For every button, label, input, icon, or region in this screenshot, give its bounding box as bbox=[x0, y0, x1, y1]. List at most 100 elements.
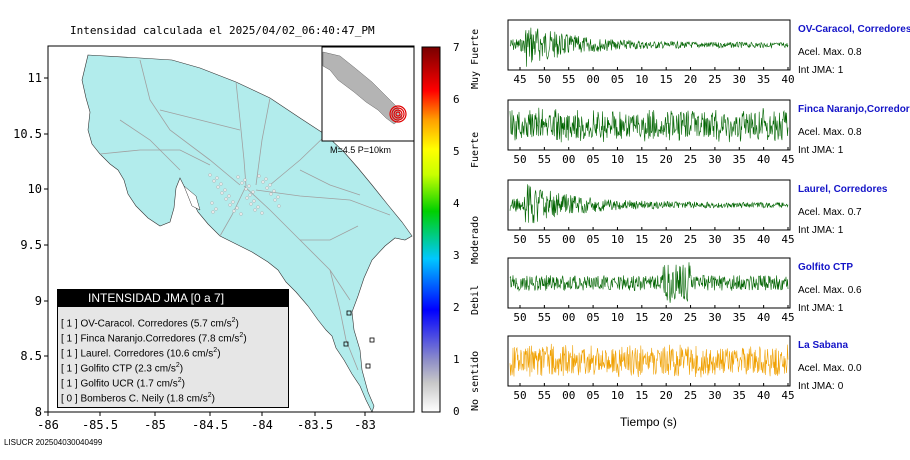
trace-tick-label: 00 bbox=[562, 389, 575, 402]
trace-tick-label: 50 bbox=[538, 73, 551, 86]
seismogram-panel: 50 55 00 05 10 15 20 25 30 35 40 45 bbox=[507, 257, 795, 324]
station-intensity: Int JMA: 1 bbox=[798, 225, 844, 236]
trace-tick-label: 50 bbox=[513, 233, 526, 246]
city-marker bbox=[223, 188, 227, 192]
waveform bbox=[509, 343, 789, 378]
city-marker bbox=[251, 190, 255, 194]
trace-tick-label: 00 bbox=[562, 153, 575, 166]
epicenter-ring bbox=[393, 109, 403, 119]
map-frame bbox=[47, 45, 415, 413]
gulf-water bbox=[183, 185, 201, 211]
colorbar-group-label: Fuerte bbox=[470, 132, 481, 169]
city-marker bbox=[276, 195, 280, 199]
trace-tick-label: 05 bbox=[611, 73, 624, 86]
legend-station: Finca Naranjo.Corredores bbox=[80, 333, 199, 345]
colorbar-group-label: No sentido bbox=[470, 350, 481, 411]
road-line bbox=[300, 225, 359, 241]
trace-tick-label: 20 bbox=[660, 311, 673, 324]
legend-item: [ 0 ] Bomberos C. Neily (1.8 cm/s2) bbox=[61, 392, 215, 405]
trace-tick-label: 40 bbox=[781, 73, 794, 86]
trace-tick-label: 10 bbox=[635, 73, 648, 86]
city-marker bbox=[245, 196, 249, 200]
city-marker bbox=[256, 205, 260, 209]
legend-item: [ 1 ] OV-Caracol. Corredores (5.7 cm/s2) bbox=[61, 317, 239, 330]
city-marker bbox=[240, 181, 244, 185]
trace-tick-label: 50 bbox=[513, 389, 526, 402]
trace-tick-label: 25 bbox=[684, 389, 697, 402]
legend-accel: (1.7 cm/s bbox=[136, 378, 178, 390]
trace-tick-label: 30 bbox=[708, 311, 721, 324]
footer-id: LISUCR 202504030040499 bbox=[4, 438, 103, 447]
trace-tick-label: 30 bbox=[708, 153, 721, 166]
city-marker bbox=[215, 176, 219, 180]
trace-tick-label: 35 bbox=[757, 73, 770, 86]
city-marker bbox=[210, 201, 214, 205]
trace-tick-label: 10 bbox=[611, 311, 624, 324]
station-accel: Acel. Max. 0.8 bbox=[798, 47, 862, 58]
station-accel: Acel. Max. 0.8 bbox=[798, 127, 862, 138]
trace-tick-label: 05 bbox=[586, 311, 599, 324]
trace-tick-label: 55 bbox=[538, 311, 551, 324]
seismogram-panel: 50 55 00 05 10 15 20 25 30 35 40 45 bbox=[507, 179, 795, 246]
station-accel: Acel. Max. 0.7 bbox=[798, 207, 862, 218]
legend-accel: (10.6 cm/s bbox=[166, 348, 214, 360]
city-marker bbox=[261, 180, 265, 184]
seismogram-panel: 50 55 00 05 10 15 20 25 30 35 40 45 bbox=[507, 99, 795, 166]
trace-tick-label: 00 bbox=[562, 311, 575, 324]
colorbar-group-label: Debil bbox=[470, 285, 481, 316]
trace-tick-label: 30 bbox=[708, 233, 721, 246]
station-intensity: Int JMA: 0 bbox=[798, 381, 844, 392]
y-tick-label: 8.5 bbox=[20, 349, 42, 363]
trace-tick-label: 25 bbox=[684, 311, 697, 324]
trace-tick-label: 45 bbox=[781, 389, 794, 402]
trace-tick-label: 00 bbox=[586, 73, 599, 86]
trace-tick-label: 35 bbox=[733, 389, 746, 402]
legend-title: INTENSIDAD JMA [0 a 7] bbox=[58, 290, 288, 307]
city-marker bbox=[208, 173, 212, 177]
city-marker bbox=[257, 174, 261, 178]
waveform bbox=[509, 27, 789, 67]
trace-tick-label: 05 bbox=[586, 389, 599, 402]
trace-tick-label: 45 bbox=[781, 311, 794, 324]
station-name: Golfito CTP bbox=[798, 262, 853, 273]
city-marker bbox=[252, 199, 256, 203]
trace-tick-label: 30 bbox=[708, 389, 721, 402]
seismogram-panel: 45 50 55 00 05 10 15 20 25 30 35 40 bbox=[507, 19, 795, 86]
trace-tick-label: 55 bbox=[538, 153, 551, 166]
trace-tick-label: 40 bbox=[757, 153, 770, 166]
city-marker bbox=[239, 212, 243, 216]
city-marker bbox=[272, 189, 276, 193]
road-line bbox=[329, 269, 359, 371]
city-marker bbox=[220, 191, 224, 195]
city-marker bbox=[265, 186, 269, 190]
trace-tick-label: 15 bbox=[660, 73, 673, 86]
city-marker bbox=[244, 187, 248, 191]
trace-tick-label: 40 bbox=[757, 389, 770, 402]
city-marker bbox=[214, 207, 218, 211]
station-intensity: Int JMA: 1 bbox=[798, 65, 844, 76]
epicenter-ring bbox=[395, 111, 401, 117]
country-land bbox=[81, 54, 413, 413]
city-marker bbox=[219, 182, 223, 186]
legend-accel: (1.8 cm/s bbox=[166, 393, 208, 405]
inset-label: M=4.5 P=10km bbox=[330, 145, 392, 155]
y-tick-label: 10 bbox=[28, 182, 42, 196]
y-tick-label: 10.5 bbox=[13, 127, 42, 141]
trace-tick-label: 15 bbox=[635, 389, 648, 402]
city-marker bbox=[224, 197, 228, 201]
intensity-legend: INTENSIDAD JMA [0 a 7] [ 1 ] OV-Caracol.… bbox=[57, 289, 289, 408]
legend-station: Golfito CTP bbox=[80, 363, 135, 375]
color-bar bbox=[421, 46, 441, 413]
map-title: Intensidad calculada el 2025/04/02_06:40… bbox=[70, 24, 375, 37]
road-line bbox=[219, 185, 247, 237]
trace-tick-label: 20 bbox=[660, 153, 673, 166]
legend-level: [ 1 ] bbox=[61, 333, 81, 345]
station-name: Laurel, Corredores bbox=[798, 184, 888, 195]
x-tick-label: -86 bbox=[37, 418, 59, 432]
trace-tick-label: 20 bbox=[660, 233, 673, 246]
x-tick-label: -85 bbox=[144, 418, 166, 432]
road-line bbox=[255, 189, 391, 216]
trace-tick-label: 50 bbox=[513, 153, 526, 166]
y-tick-label: 9.5 bbox=[20, 238, 42, 252]
station-marker bbox=[369, 337, 375, 343]
